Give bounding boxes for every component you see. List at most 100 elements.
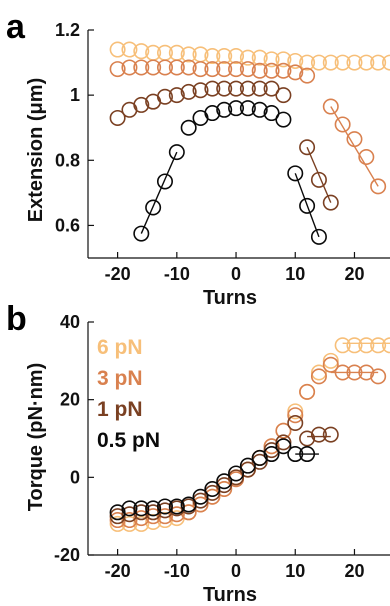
data-point-1pN — [192, 492, 209, 509]
panel-a-y-axis-label: Extension (μm) — [25, 78, 47, 222]
legend-3pn: 3 pN — [97, 367, 143, 390]
data-point-1pN — [216, 477, 233, 494]
data-point-6pN — [109, 515, 126, 532]
data-point-0.5pN — [287, 165, 304, 182]
x-tick-label: -10 — [164, 264, 190, 284]
data-point-3pN — [180, 59, 197, 76]
data-point-1pN — [216, 80, 233, 97]
data-point-3pN — [156, 508, 173, 525]
data-point-0.5pN — [251, 449, 268, 466]
data-point-0.5pN — [216, 473, 233, 490]
data-point-6pN — [239, 49, 256, 66]
data-point-6pN — [133, 515, 150, 532]
data-point-1pN — [322, 426, 339, 443]
data-point-6pN — [370, 337, 387, 354]
data-point-1pN — [228, 80, 245, 97]
data-point-3pN — [263, 62, 280, 79]
y-tick-label: 0.8 — [55, 150, 80, 170]
data-point-3pN — [216, 480, 233, 497]
data-point-1pN — [299, 430, 316, 447]
data-point-0.5pN — [228, 100, 245, 117]
data-point-1pN — [228, 469, 245, 486]
panel-a-letter: a — [6, 8, 26, 46]
data-point-0.5pN — [310, 228, 327, 245]
panel-b-axes: -20 -10 0 10 20 -20 0 20 40 — [54, 312, 390, 581]
data-point-6pN — [346, 54, 363, 71]
data-point-0.5pN — [263, 446, 280, 463]
data-point-1pN — [204, 484, 221, 501]
y-tick-label: 1 — [70, 85, 80, 105]
data-point-3pN — [204, 488, 221, 505]
data-point-3pN — [216, 61, 233, 78]
y-tick-label: 1.2 — [55, 20, 80, 40]
panel-b-torque-chart: b -20 -10 0 10 20 -20 0 20 40 6 pN 3 pN 1 pN 0.5… — [6, 300, 390, 606]
data-point-6pN — [133, 43, 150, 60]
data-point-1pN — [192, 82, 209, 99]
panel-b-letter: b — [6, 300, 27, 338]
data-point-1pN — [133, 504, 150, 521]
data-point-3pN — [145, 59, 162, 76]
data-point-0.5pN — [180, 496, 197, 513]
data-point-6pN — [346, 337, 363, 354]
x-tick-label: 0 — [231, 264, 241, 284]
data-point-3pN — [109, 61, 126, 78]
panel-b-data-points — [109, 337, 390, 532]
y-tick-label: 0.6 — [55, 215, 80, 235]
data-point-3pN — [322, 98, 339, 115]
data-point-1pN — [239, 80, 256, 97]
data-point-3pN — [275, 422, 292, 439]
data-point-1pN — [310, 426, 327, 443]
data-point-1pN — [133, 96, 150, 113]
data-point-3pN — [263, 438, 280, 455]
data-point-6pN — [382, 54, 390, 71]
data-point-3pN — [133, 59, 150, 76]
fit-line-1pN — [306, 146, 332, 203]
legend-6pn: 6 pN — [97, 336, 143, 359]
data-point-0.5pN — [192, 488, 209, 505]
x-tick-label: -20 — [105, 561, 131, 581]
data-point-3pN — [156, 59, 173, 76]
data-point-1pN — [275, 87, 292, 104]
data-point-0.5pN — [275, 111, 292, 128]
x-tick-label: 10 — [285, 264, 305, 284]
data-point-6pN — [216, 48, 233, 65]
data-point-3pN — [251, 62, 268, 79]
data-point-3pN — [168, 506, 185, 523]
data-point-0.5pN — [204, 105, 221, 122]
data-point-6pN — [310, 54, 327, 71]
data-point-6pN — [299, 54, 316, 71]
data-point-1pN — [275, 434, 292, 451]
data-point-0.5pN — [145, 199, 162, 216]
data-point-0.5pN — [275, 438, 292, 455]
data-point-0.5pN — [180, 119, 197, 136]
data-point-3pN — [275, 62, 292, 79]
data-point-6pN — [287, 403, 304, 420]
data-point-6pN — [334, 337, 351, 354]
data-point-0.5pN — [168, 498, 185, 515]
data-point-1pN — [109, 508, 126, 525]
panel-b-legend: 6 pN 3 pN 1 pN 0.5 pN — [97, 336, 160, 452]
data-point-6pN — [228, 48, 245, 65]
data-point-3pN — [121, 512, 138, 529]
x-tick-label: 10 — [285, 561, 305, 581]
data-point-0.5pN — [239, 100, 256, 117]
x-tick-label: 0 — [231, 561, 241, 581]
fit-line-0.5pN — [140, 151, 178, 234]
panel-a-extension-chart: a -20 -10 0 10 20 0.6 0.8 1 1.2 Extension (μm) T… — [6, 8, 390, 309]
data-point-1pN — [299, 139, 316, 156]
y-tick-label: 20 — [60, 390, 80, 410]
data-point-6pN — [109, 41, 126, 58]
data-point-6pN — [180, 46, 197, 63]
panel-a-data-points — [109, 41, 390, 245]
x-tick-label: 20 — [344, 561, 364, 581]
data-point-1pN — [322, 194, 339, 211]
data-point-3pN — [192, 496, 209, 513]
data-point-6pN — [358, 54, 375, 71]
data-point-6pN — [310, 364, 327, 381]
data-point-1pN — [156, 502, 173, 519]
data-point-1pN — [251, 453, 268, 470]
fit-line-0.5pN — [294, 173, 320, 238]
data-point-1pN — [180, 83, 197, 100]
y-tick-label: 40 — [60, 312, 80, 332]
